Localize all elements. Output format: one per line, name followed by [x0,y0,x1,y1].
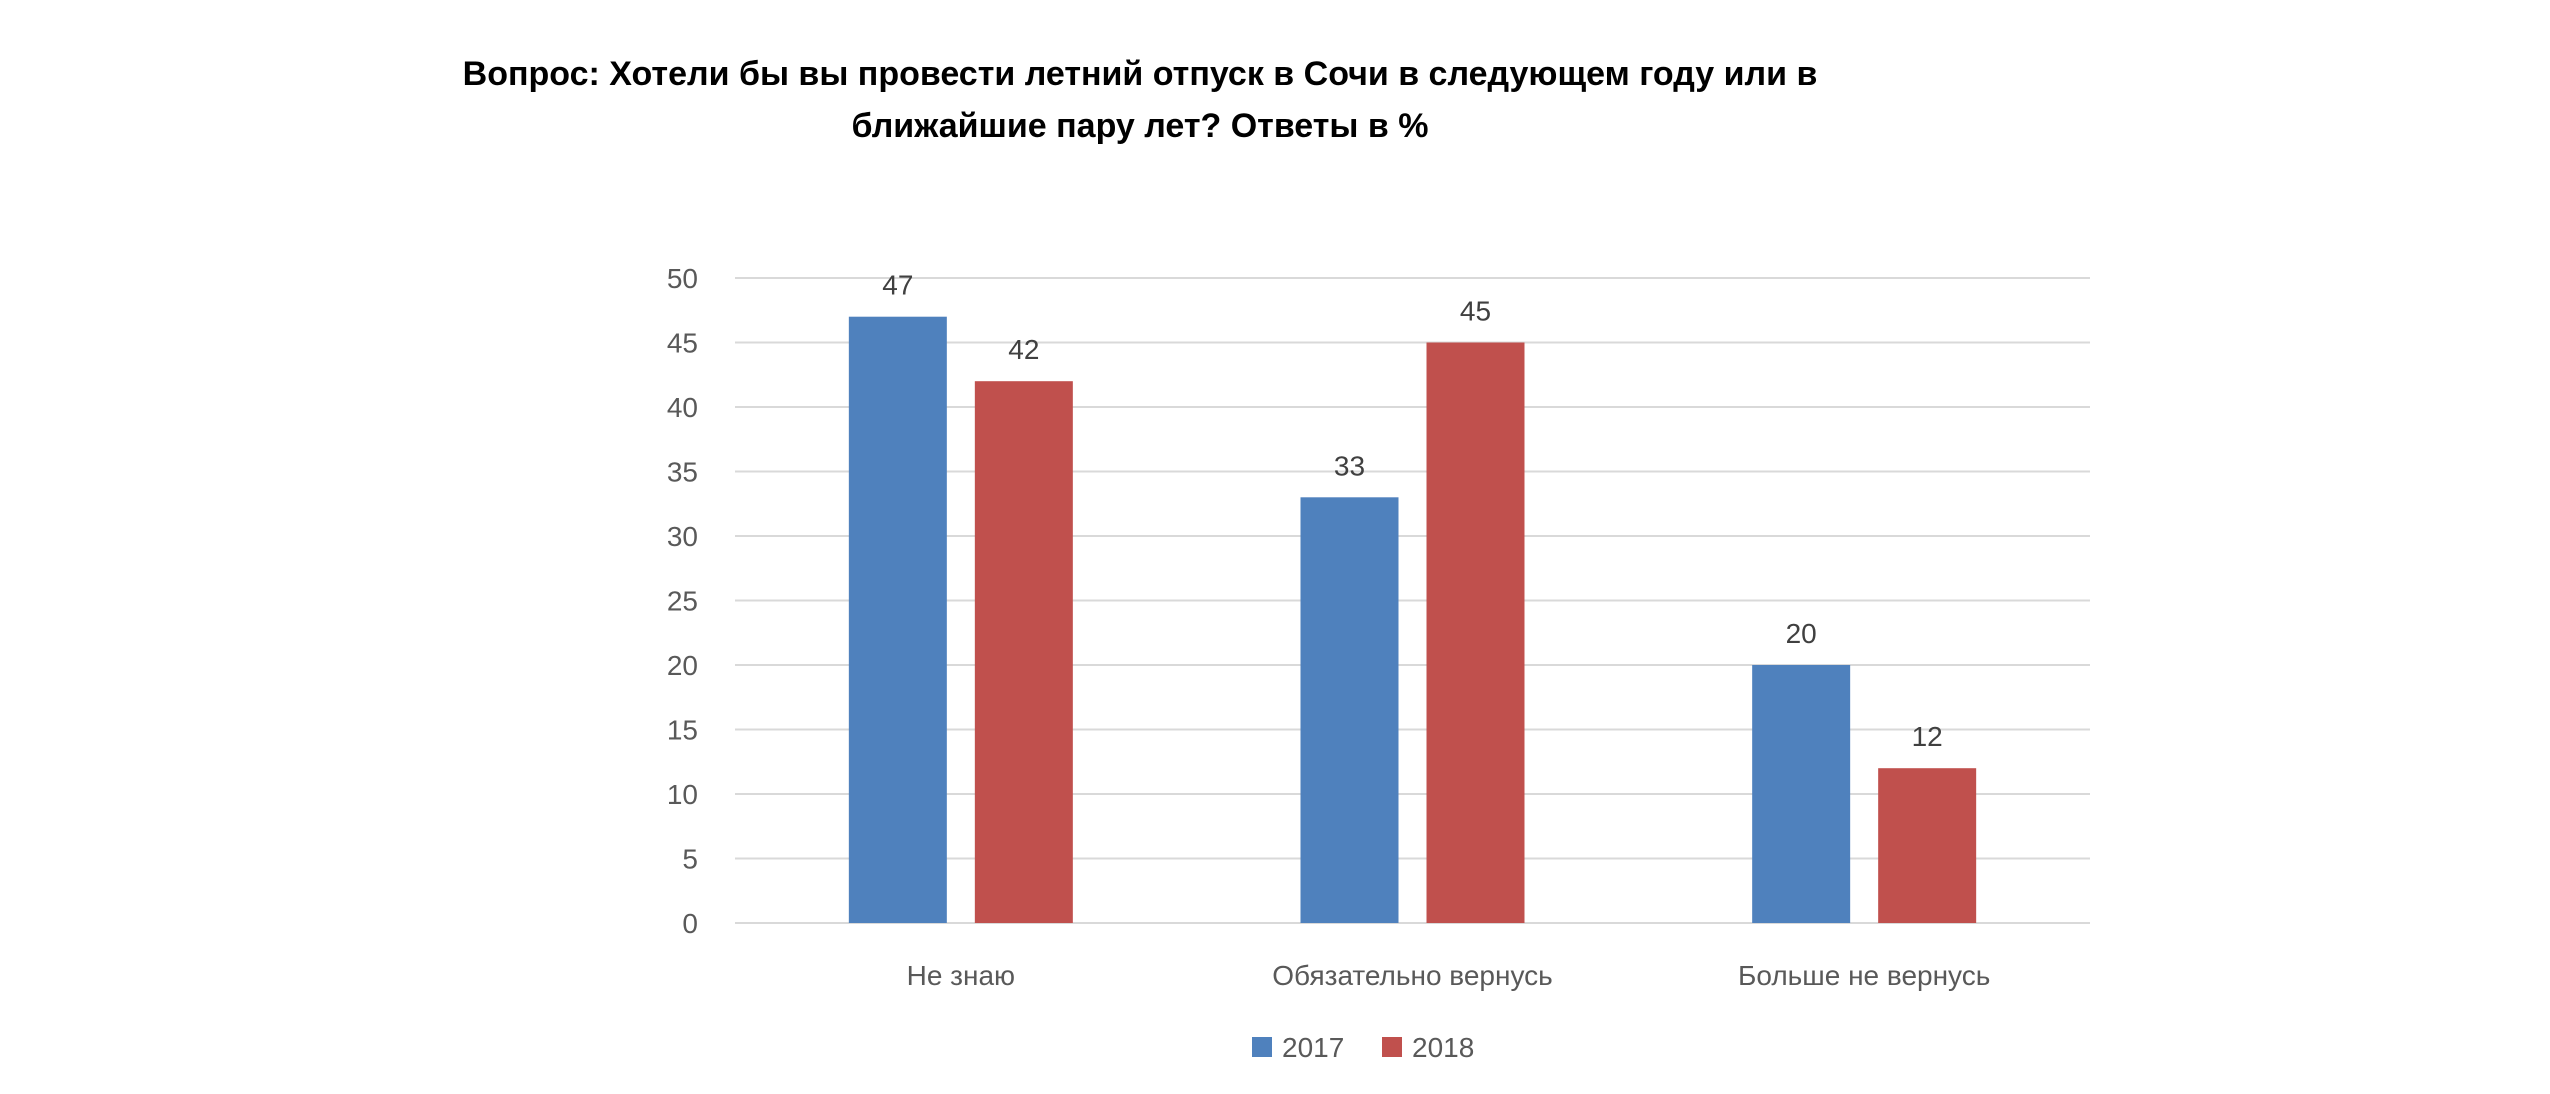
y-tick-label: 5 [682,844,698,875]
data-label-2017-2: 33 [1334,450,1365,481]
x-axis-label: Не знаю [907,960,1015,991]
y-tick-label: 35 [667,457,698,488]
chart-title: Вопрос: Хотели бы вы провести летний отп… [462,55,1818,145]
bar-2018-1 [974,381,1073,923]
data-label-2017-1: 47 [882,270,913,301]
data-label-2018-2: 45 [1460,296,1491,327]
bar-2018-3 [1878,768,1977,923]
y-tick-label: 10 [667,779,698,810]
data-label-2018-3: 12 [1912,721,1943,752]
y-tick-label: 15 [667,715,698,746]
y-tick-label: 0 [682,908,698,939]
y-axis-ticks: 0 5 10 15 20 25 30 35 40 45 50 [667,263,698,939]
bars [848,316,1977,923]
y-tick-label: 30 [667,521,698,552]
y-tick-label: 25 [667,586,698,617]
data-label-2017-3: 20 [1786,618,1817,649]
x-axis-label: Обязательно вернусь [1272,960,1553,991]
data-label-2018-1: 42 [1008,334,1039,365]
x-axis-labels: Не знаю Обязательно вернусь Больше не верн… [907,960,1991,991]
bar-2018-2 [1426,342,1525,923]
bar-2017-2 [1300,497,1399,923]
legend-swatch-2018 [1382,1037,1402,1057]
legend-label-2018: 2018 [1412,1032,1474,1063]
y-tick-label: 50 [667,263,698,294]
y-tick-label: 45 [667,328,698,359]
gridlines [735,277,2090,924]
x-axis-label: Больше не вернусь [1738,960,1990,991]
legend-swatch-2017 [1252,1037,1272,1057]
bar-2017-3 [1752,665,1851,923]
y-tick-label: 20 [667,650,698,681]
legend: 2017 2018 [1252,1032,1474,1063]
bar-2017-1 [848,316,947,923]
y-tick-label: 40 [667,392,698,423]
legend-label-2017: 2017 [1282,1032,1344,1063]
data-labels: 47 42 33 45 20 12 [882,270,1942,753]
